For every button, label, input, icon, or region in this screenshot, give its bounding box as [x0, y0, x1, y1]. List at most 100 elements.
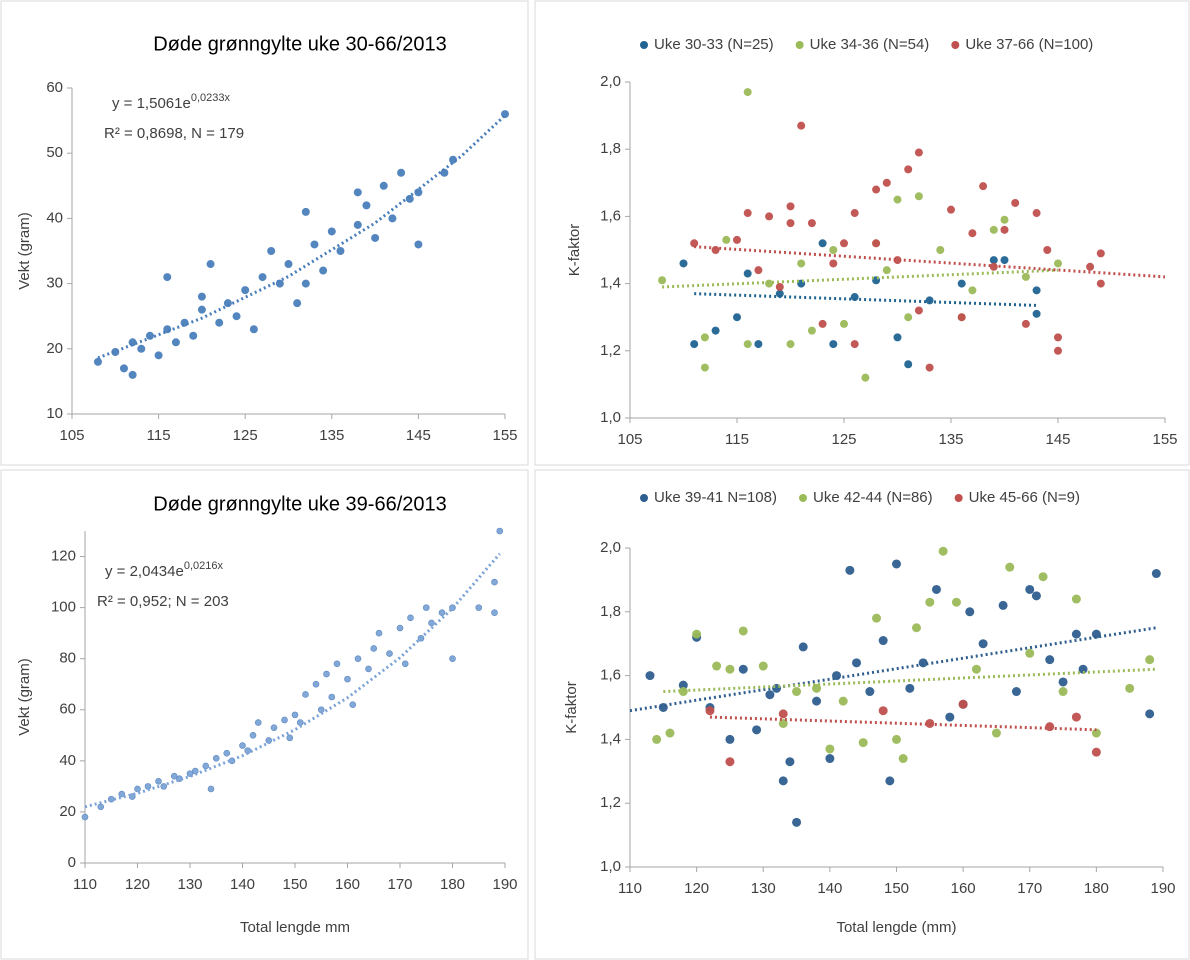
- data-point: [284, 260, 293, 269]
- data-point: [1054, 333, 1062, 342]
- data-point: [371, 233, 380, 242]
- x-tick-label: 155: [492, 427, 517, 444]
- data-point: [807, 326, 816, 335]
- data-point: [137, 344, 146, 353]
- data-point: [818, 319, 827, 328]
- data-point: [1091, 728, 1101, 738]
- data-point: [93, 357, 102, 366]
- data-point: [829, 246, 838, 254]
- data-point: [797, 121, 806, 130]
- data-point: [1011, 687, 1021, 697]
- data-point: [765, 279, 774, 288]
- data-point: [775, 289, 784, 298]
- data-point: [1043, 246, 1052, 254]
- data-point: [312, 680, 320, 688]
- data-point: [971, 664, 981, 674]
- data-point: [81, 813, 89, 821]
- x-tick-label: 180: [1084, 880, 1109, 897]
- data-point: [128, 370, 137, 379]
- data-point: [792, 687, 802, 697]
- data-point: [861, 373, 870, 382]
- equation: y = 2,0434e0,0216x: [105, 560, 223, 580]
- x-axis-label: Total lengde mm: [240, 919, 350, 936]
- data-point: [118, 790, 126, 798]
- data-point: [786, 340, 795, 349]
- data-point: [743, 269, 752, 278]
- x-tick-label: 105: [617, 431, 642, 448]
- data-point: [878, 636, 888, 646]
- data-point: [958, 699, 968, 709]
- data-point: [850, 340, 859, 349]
- data-point: [998, 600, 1008, 610]
- y-axis-label: Vekt (gram): [16, 212, 33, 290]
- data-point: [725, 757, 735, 767]
- data-point: [690, 340, 699, 349]
- data-point: [812, 696, 822, 706]
- data-point: [396, 624, 404, 632]
- data-point: [893, 195, 902, 204]
- data-point: [301, 207, 310, 216]
- data-point: [215, 318, 224, 327]
- x-tick-label: 125: [233, 427, 258, 444]
- trendline: [662, 268, 1059, 289]
- data-point: [407, 614, 414, 622]
- y-tick-label: 20: [59, 803, 76, 820]
- data-point: [97, 803, 105, 811]
- x-tick-label: 120: [125, 876, 150, 893]
- data-point: [850, 293, 859, 302]
- data-point: [725, 664, 735, 674]
- data-point: [1045, 722, 1055, 732]
- data-point: [658, 703, 668, 712]
- x-tick-label: 135: [319, 427, 344, 444]
- data-point: [405, 194, 414, 203]
- data-point: [778, 709, 788, 719]
- data-point: [1151, 569, 1161, 579]
- data-point: [989, 256, 998, 265]
- x-tick-label: 190: [492, 876, 517, 893]
- data-point: [344, 675, 351, 683]
- data-point: [840, 239, 848, 248]
- data-point: [397, 168, 406, 177]
- data-point: [1032, 309, 1041, 318]
- legend-label: Uke 42-44 (N=86): [813, 489, 933, 506]
- x-tick-label: 130: [177, 876, 202, 893]
- data-point: [323, 670, 330, 678]
- data-point: [491, 578, 498, 586]
- data-point: [317, 706, 325, 714]
- data-point: [1071, 594, 1081, 604]
- data-point: [155, 777, 162, 785]
- data-point: [239, 742, 246, 749]
- data-point: [797, 259, 806, 268]
- x-tick-label: 110: [618, 880, 642, 897]
- data-point: [938, 546, 948, 556]
- data-point: [249, 325, 258, 334]
- y-tick-label: 60: [46, 79, 63, 96]
- data-point: [212, 754, 220, 762]
- data-point: [918, 658, 928, 668]
- data-point: [925, 363, 934, 372]
- y-tick-label: 1,2: [600, 794, 621, 811]
- y-tick-label: 40: [46, 209, 63, 226]
- data-point: [134, 785, 141, 793]
- data-point: [1125, 683, 1135, 693]
- data-point: [379, 181, 388, 190]
- data-point: [892, 559, 901, 569]
- data-point: [401, 660, 409, 668]
- data-point: [652, 734, 662, 744]
- data-point: [979, 182, 988, 191]
- data-point: [705, 706, 715, 716]
- data-point: [1025, 648, 1035, 658]
- data-point: [1021, 319, 1030, 328]
- data-point: [353, 220, 362, 229]
- y-tick-label: 1,8: [600, 140, 621, 157]
- x-tick-label: 135: [938, 431, 963, 448]
- data-point: [1045, 655, 1055, 665]
- x-tick-label: 125: [831, 431, 856, 448]
- data-point: [679, 259, 688, 268]
- data-point: [818, 239, 827, 248]
- data-point: [1025, 584, 1035, 594]
- data-point: [882, 178, 891, 187]
- y-tick-label: 50: [46, 144, 63, 161]
- data-point: [775, 282, 784, 291]
- chart-title: Døde grønngylte uke 39-66/2013: [153, 493, 447, 515]
